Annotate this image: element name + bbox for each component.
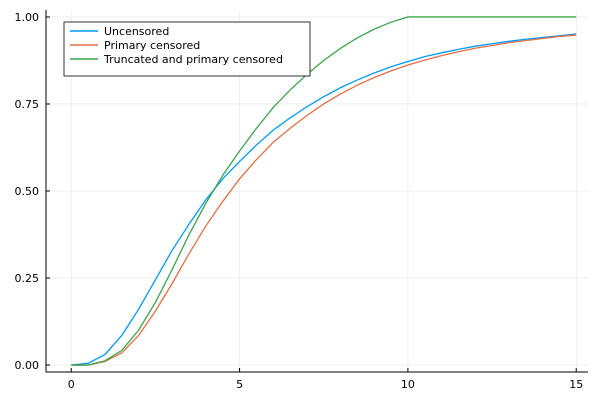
legend-label-1: Primary censored: [104, 39, 200, 52]
x-tick-label-1: 5: [236, 378, 243, 391]
x-tick-label-3: 15: [569, 378, 583, 391]
y-tick-label-3: 0.75: [15, 98, 40, 111]
y-tick-label-0: 0.00: [15, 359, 40, 372]
series-lines: [71, 16, 577, 366]
y-tick-label-1: 0.25: [15, 272, 40, 285]
y-tick-label-2: 0.50: [15, 185, 40, 198]
series-line-1: [71, 34, 577, 366]
tick-labels: 0 5 10 15 0.00 0.25 0.50 0.75 1.00: [15, 11, 584, 391]
x-tick-label-2: 10: [401, 378, 415, 391]
x-tick-label-0: 0: [68, 378, 75, 391]
legend-label-2: Truncated and primary censored: [103, 53, 283, 66]
y-tick-label-4: 1.00: [15, 11, 40, 24]
legend-label-0: Uncensored: [104, 25, 169, 38]
axes: [45, 10, 588, 373]
series-line-0: [71, 33, 577, 366]
legend-box: [63, 21, 311, 77]
series-line-2: [71, 16, 577, 366]
